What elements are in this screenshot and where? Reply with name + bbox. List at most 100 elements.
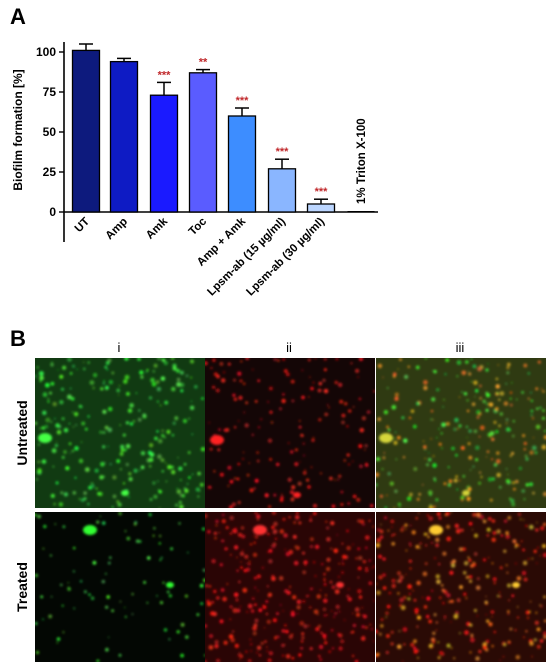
cell-speck	[227, 484, 230, 487]
cell-speck	[73, 607, 76, 610]
cell-speck	[324, 594, 327, 597]
cell-speck	[539, 639, 544, 643]
cell-speck	[456, 598, 461, 603]
cell-speck	[175, 503, 178, 507]
cell-speck	[449, 600, 453, 603]
cell-speck	[416, 497, 420, 501]
cell-speck	[352, 623, 356, 628]
cell-speck	[161, 429, 164, 432]
cell-speck	[535, 424, 541, 430]
cell-speck	[465, 425, 469, 429]
cell-speck	[202, 527, 205, 531]
cell-speck	[530, 391, 532, 394]
cell-speck	[450, 561, 453, 564]
cell-speck	[318, 644, 324, 650]
cell-speck	[464, 561, 469, 566]
cell-speck	[430, 410, 434, 413]
cell-speck	[301, 632, 305, 636]
cell-speck	[476, 615, 479, 617]
cell-speck	[468, 558, 472, 562]
cell-speck	[221, 539, 225, 543]
cell-speck	[319, 389, 322, 392]
cell-speck	[148, 396, 153, 400]
cell-speck	[242, 549, 244, 552]
cell-speck	[524, 454, 528, 458]
cell-speck	[209, 447, 213, 451]
cell-speck	[486, 527, 491, 532]
cell-speck	[157, 454, 162, 459]
cell-speck	[382, 557, 386, 561]
cell-speck	[90, 482, 94, 485]
cell-speck	[541, 444, 546, 450]
cell-speck	[178, 522, 181, 525]
cell-speck	[496, 594, 500, 598]
cell-speck	[241, 534, 246, 539]
cell-speck	[230, 554, 232, 556]
cell-speck	[512, 481, 515, 485]
cell-speck	[292, 535, 297, 539]
cell-speck	[212, 611, 217, 617]
cell-speck	[450, 563, 456, 568]
cell-speck	[329, 580, 333, 584]
cell-speck	[399, 575, 404, 580]
cell-speck	[328, 406, 330, 409]
cell-speck	[406, 496, 412, 501]
cell-speck	[373, 640, 375, 642]
cell-speck	[300, 640, 304, 643]
cell-speck	[370, 504, 374, 508]
cell-speck	[418, 493, 421, 496]
cell-speck	[239, 605, 242, 608]
cell-speck	[229, 605, 233, 609]
cell-speck	[237, 420, 240, 422]
cell-speck	[116, 459, 121, 463]
cell-speck	[298, 653, 302, 657]
cell-speck	[106, 368, 109, 371]
cell-speck	[543, 522, 546, 526]
cell-speck	[505, 427, 511, 432]
cell-speck	[523, 519, 525, 521]
cell-speck	[482, 519, 487, 524]
cell-speck	[190, 400, 193, 402]
cell-speck	[476, 577, 480, 580]
cell-speck	[288, 515, 291, 519]
cell-speck	[182, 418, 188, 424]
cell-speck	[386, 494, 388, 497]
cell-speck	[290, 490, 294, 495]
cell-speck	[60, 491, 64, 495]
cell-speck	[453, 614, 459, 619]
cell-speck	[290, 379, 295, 384]
cell-speck	[158, 542, 161, 545]
cell-speck	[154, 436, 158, 441]
cell-speck	[164, 400, 169, 405]
cell-speck	[102, 409, 107, 414]
cell-speck	[260, 641, 264, 645]
cell-speck	[238, 580, 241, 584]
cell-speck	[285, 654, 291, 659]
cell-speck	[49, 554, 52, 557]
cell-speck	[156, 358, 162, 361]
cell-speck	[518, 466, 522, 470]
cell-speck	[273, 529, 278, 534]
cell-speck	[341, 413, 345, 417]
cell-speck	[159, 507, 161, 508]
column-label-ii: ii	[286, 340, 292, 355]
cell-speck	[247, 659, 252, 662]
cell-speck	[51, 361, 53, 364]
cell-speck	[469, 469, 472, 471]
cell-speck	[205, 361, 208, 366]
cell-speck	[485, 393, 491, 398]
cell-speck	[496, 529, 501, 534]
row-label-treated: Treated	[14, 562, 30, 612]
cell-speck	[488, 556, 490, 559]
cell-speck	[107, 358, 112, 363]
cell-speck	[153, 363, 158, 368]
cell-speck	[41, 459, 47, 464]
triton-label: 1% Triton X-100	[356, 118, 368, 204]
cell-speck	[457, 428, 459, 430]
cell-speck	[393, 533, 396, 536]
cell-speck	[469, 651, 472, 654]
cell-speck	[248, 462, 250, 464]
cell-speck	[323, 358, 327, 361]
cell-speck	[258, 608, 263, 612]
bright-cluster	[336, 582, 344, 588]
